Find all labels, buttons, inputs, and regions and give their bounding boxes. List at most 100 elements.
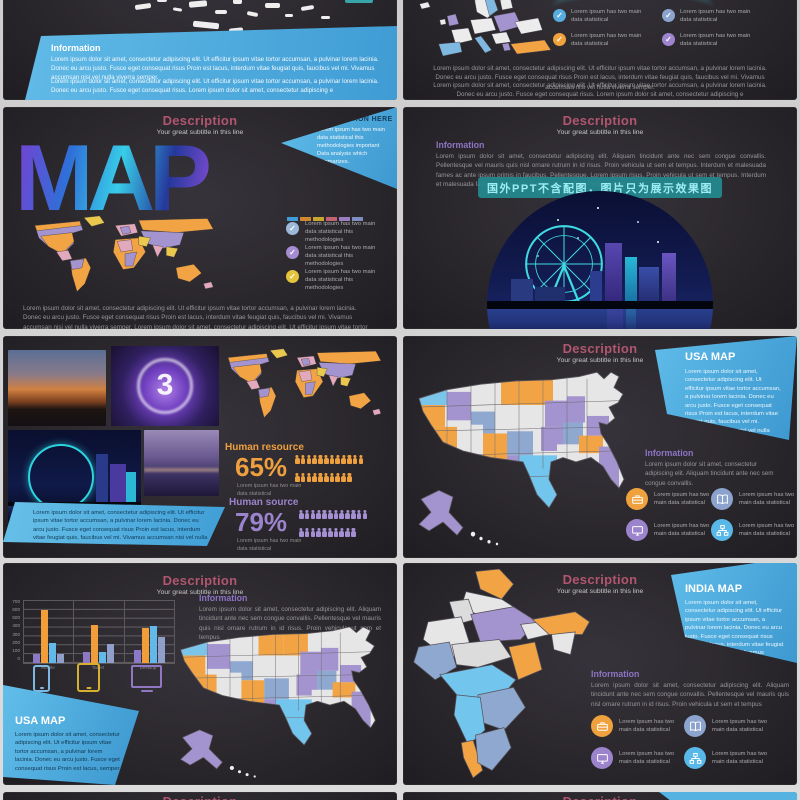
briefcase-icon (591, 715, 613, 737)
callout-heading: USA MAP (685, 351, 736, 363)
usa-map (173, 625, 397, 785)
monitor-icon (591, 747, 613, 769)
callout-heading: USA MAP (15, 715, 66, 727)
slide-thumbnail-2[interactable]: Lorem ipsum has two main data statistica… (403, 0, 797, 100)
slide-title: Description (403, 794, 797, 800)
blue-accent-wedge (659, 792, 797, 800)
human-resource-value: 65% (235, 452, 288, 482)
chinese-note-banner: 国外PPT不含配图，图片只为展示效果图 (478, 177, 722, 198)
info-heading: Information (591, 669, 640, 679)
color-legend (287, 208, 365, 226)
slide-thumbnail-6[interactable]: Description Your great subtitle in this … (403, 336, 797, 558)
text-box-blue: Lorem ipsum dolor sit amet, consectetur … (3, 502, 225, 546)
monitor-icon (131, 665, 162, 692)
slide-thumbnail-4[interactable]: Description Your great subtitle in this … (403, 107, 797, 329)
photo-number: 3 (156, 368, 174, 402)
city-skyline-illustration (487, 191, 713, 329)
bar-chart: 700 600 500 400 300 200 100 0 Mobile Tablet Deskt… (9, 599, 179, 675)
slide-thumbnail-1[interactable]: Information Lorem ipsum dolor sit amet, … (3, 0, 397, 100)
slide-title: Description (162, 113, 238, 128)
check-icon (286, 246, 299, 259)
slide-thumbnail-3[interactable]: Description Your great subtitle in this … (3, 107, 397, 329)
briefcase-icon (626, 488, 648, 510)
slide-title: Description (162, 573, 238, 588)
check-icon (662, 9, 675, 22)
stat-label: Lorem ipsum has two main data statistica… (654, 523, 710, 538)
slide-thumbnail-9[interactable]: Description (3, 792, 397, 800)
galaxy-ring (137, 358, 193, 414)
check-icon (553, 9, 566, 22)
info-heading: Information (199, 593, 248, 603)
stat-label: Lorem ipsum has two main data statistica… (712, 751, 768, 766)
check-icon (662, 33, 675, 46)
check-label: Lorem ipsum has two main data statistica… (305, 221, 376, 243)
usa-callout: USA MAP Lorem ipsum dolor sit amet, cons… (655, 336, 797, 442)
body-paragraph-1: Lorem ipsum dolor sit amet, consectetur … (433, 65, 767, 91)
book-icon (711, 488, 733, 510)
callout-text: Lorem ipsum dolor sit amet, consectetur … (685, 600, 784, 673)
callout-text: Lorem ipsum has two main data statistica… (317, 127, 385, 165)
slide-thumbnail-5[interactable]: 3 Human resource 65% Lorem ipsum has two… (3, 336, 397, 558)
monitor-icon (626, 519, 648, 541)
smartphone-icon (33, 665, 50, 692)
photo-galaxy: 3 (111, 346, 219, 426)
slide-thumbnail-7[interactable]: Description Your great subtitle in this … (3, 563, 397, 785)
europe-map (409, 0, 589, 60)
info-heading: Information (51, 43, 101, 53)
photo-city-sunset (8, 350, 106, 426)
photo-city-dusk (144, 430, 219, 496)
stat-label: Lorem ipsum has two main data statistica… (571, 33, 642, 47)
stat-label: Lorem ipsum has two main data statistica… (739, 523, 795, 538)
slide-title: Description (562, 341, 638, 356)
india-callout: INDIA MAP Lorem ipsum dolor sit amet, co… (671, 563, 797, 663)
slide-subtitle: Your great subtitle in this line (556, 357, 644, 364)
slide-subtitle: Your great subtitle in this line (156, 589, 244, 596)
stat-label: Lorem ipsum has two main data statistica… (619, 719, 675, 734)
slide-title: Description (3, 794, 397, 800)
stat-label: Lorem ipsum has two main data statistica… (712, 719, 768, 734)
human-source-label: Human source (229, 497, 299, 508)
check-label: Lorem ipsum has two main data statistica… (305, 245, 376, 267)
world-map (223, 348, 391, 428)
india-map (409, 568, 599, 783)
pictograph-people-purple (299, 508, 369, 544)
bar-chart-plot (23, 600, 175, 664)
stat-label: Lorem ipsum has two main data statistica… (739, 492, 795, 507)
tablet-icon (77, 663, 100, 692)
info-text: Lorem ipsum dolor sit amet, consectetur … (199, 606, 381, 642)
slide-subtitle: Your great subtitle in this line (556, 588, 644, 595)
stat-label: Lorem ipsum has two main data statistica… (654, 492, 710, 507)
teal-accent-shape (345, 0, 373, 3)
info-text: Lorem ipsum dolor sit amet, consectetur … (645, 461, 774, 487)
check-label: Lorem ipsum has two main data statistica… (305, 269, 376, 291)
stat-label: Lorem ipsum has two main data statistica… (571, 9, 642, 23)
slide-title: Description (562, 113, 638, 128)
callout-heading: INDIA MAP (685, 583, 743, 595)
body-paragraph-2: Lorem ipsum dolor sit amet, consectetur … (433, 82, 767, 99)
body-paragraph: Lorem ipsum dolor sit amet, consectetur … (23, 305, 368, 329)
human-source-note: Lorem ipsum has two main data statistica… (237, 538, 302, 552)
slide-title: Description (562, 572, 638, 587)
stat-label: Lorem ipsum has two main data statistica… (619, 751, 675, 766)
slide-subtitle: Your great subtitle in this line (3, 129, 397, 136)
network-icon (684, 747, 706, 769)
info-text: Lorem ipsum dolor sit amet, consectetur … (591, 682, 789, 708)
slide-subtitle: Your great subtitle in this line (556, 129, 644, 136)
check-icon (286, 222, 299, 235)
callout-text: Lorem ipsum dolor sit amet, consectetur … (685, 369, 781, 442)
world-map-fragment (133, 0, 353, 52)
network-icon (711, 519, 733, 541)
map-wordart: MAP (15, 130, 295, 224)
human-resource-note: Lorem ipsum has two main data statistica… (237, 483, 302, 497)
info-banner: Information Lorem ipsum dolor sit amet, … (25, 26, 397, 100)
bar-chart-ylabels: 700 600 500 400 300 200 100 0 (12, 599, 20, 661)
info-heading: Information (645, 448, 694, 458)
info-heading: Information (436, 140, 485, 150)
info-paragraph-2: Lorem ipsum dolor sit amet, consectetur … (51, 78, 379, 94)
world-map (29, 215, 225, 303)
callout-text: Lorem ipsum dolor sit amet, consectetur … (15, 732, 121, 772)
stat-label: Lorem ipsum has two main data statistica… (680, 33, 751, 47)
slide-thumbnail-10[interactable]: Description (403, 792, 797, 800)
slide-thumbnail-8[interactable]: Description Your great subtitle in this … (403, 563, 797, 785)
